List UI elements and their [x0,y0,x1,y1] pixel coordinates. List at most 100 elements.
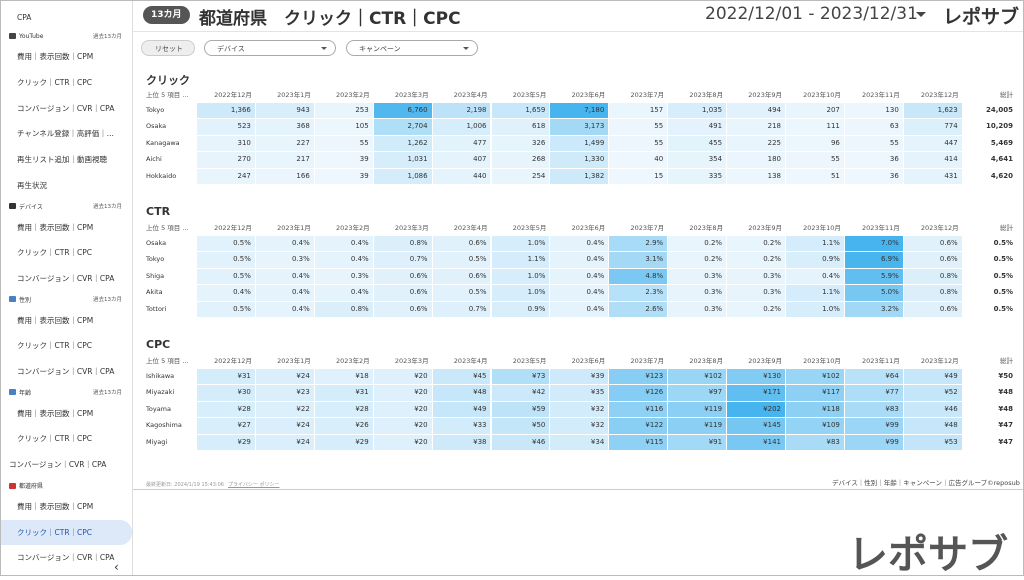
dropdown-caret[interactable] [321,47,327,50]
heat-cell: ¥27 [197,418,255,434]
column-header: 2022年12月 [214,357,252,365]
heat-cell: ¥20 [373,385,432,401]
row-total: 4,620 [990,171,1013,180]
nav-item[interactable]: コンバージョン｜CVR｜CPA [17,273,115,283]
heat-cell: 207 [786,103,844,119]
period-badge[interactable]: 13カ月 [143,6,190,24]
heat-cell: 1,499 [550,135,609,152]
heat-cell: ¥28 [314,401,373,418]
row-total: ¥50 [998,372,1013,380]
section-icon [9,296,16,303]
nav-item[interactable]: コンバージョン｜CVR｜CPA [9,460,107,470]
heat-cell: 0.4% [786,268,844,285]
filter-dropdown[interactable]: キャンペーン [346,40,478,56]
heat-cell: 225 [727,135,785,152]
collapse-button[interactable]: ‹ [114,560,119,574]
heat-cell: ¥123 [609,369,668,385]
footer-links[interactable]: デバイス｜性別｜年齢｜キャンペーン｜広告グループ©reposub [832,479,1020,487]
heat-cell: 218 [727,119,785,135]
nav-item[interactable]: CPA [17,12,32,22]
heat-cell: 0.4% [550,301,609,317]
last-updated: 最終更新日: 2024/1/19 15:43:06 [146,482,224,488]
heat-cell: ¥32 [550,401,609,418]
heat-cell: 0.6% [432,268,491,285]
column-header: 総計 [1000,224,1013,232]
heat-cell: 0.4% [314,285,373,301]
nav-item[interactable]: クリック｜CTR｜CPC [17,341,93,351]
nav-item[interactable]: コンバージョン｜CVR｜CPA [17,367,115,377]
row-total: ¥48 [998,404,1013,413]
table-title: CTR [146,205,171,218]
reset-button[interactable]: リセット [141,40,195,56]
nav-item[interactable]: クリック｜CTR｜CPC [17,434,93,444]
heat-cell: 1,031 [373,152,432,168]
nav-item[interactable]: クリック｜CTR｜CPC [17,248,93,258]
heat-cell: 1.0% [491,285,550,301]
nav-item[interactable]: コンバージョン｜CVR｜CPA [17,103,115,113]
column-header: 2023年6月 [571,91,606,99]
heat-cell: 0.4% [314,252,373,268]
heat-cell: 6.9% [844,252,903,268]
nav-item[interactable]: 費用｜表示回数｜CPM [17,315,94,325]
heat-cell: 943 [255,103,314,119]
heat-cell: ¥22 [255,401,314,418]
heat-cell: ¥35 [550,385,609,401]
column-header: 2023年7月 [630,357,665,365]
date-dropdown-caret[interactable] [916,12,926,17]
heat-cell: 2.3% [609,285,668,301]
heat-cell: 138 [727,168,785,184]
brand: レポサブ [943,6,1020,28]
heat-cell: 2.6% [609,301,668,317]
heat-cell: 523 [197,119,255,135]
heat-cell: ¥130 [727,369,785,385]
section-label: デバイス [19,203,43,211]
heat-cell: 1,623 [903,103,962,119]
row-label: Ishikawa [146,372,175,380]
date-range[interactable]: 2022/12/01 - 2023/12/31 [705,4,918,24]
heat-cell: ¥126 [609,385,668,401]
nav-item[interactable]: クリック｜CTR｜CPC [1,520,132,545]
section-note: 過去13カ月 [93,390,122,397]
column-header: 2023年9月 [748,91,782,99]
heat-cell: ¥49 [432,401,491,418]
row-total: 0.5% [993,271,1013,280]
nav-item[interactable]: 再生状況 [17,180,47,190]
heat-cell: 0.3% [668,268,727,285]
privacy-link[interactable]: プライバシー ポリシー [228,482,280,488]
nav-item[interactable]: 費用｜表示回数｜CPM [17,408,94,418]
heat-cell: 431 [903,168,962,184]
heat-cell: 0.5% [432,285,491,301]
heat-cell: 618 [491,119,550,135]
nav-item[interactable]: コンバージョン｜CVR｜CPA [17,553,115,563]
filter-dropdown[interactable]: デバイス [204,40,336,56]
column-header: 2023年11月 [861,357,900,365]
heat-cell: 0.4% [550,252,609,268]
column-header: 2023年3月 [394,224,429,232]
heat-cell: 1,659 [491,103,550,119]
heat-cell: 1,006 [432,119,491,135]
heat-cell: 1,262 [373,135,432,152]
heat-cell: 0.4% [314,236,373,252]
nav-item[interactable]: 費用｜表示回数｜CPM [17,52,94,62]
heat-cell: ¥20 [373,369,432,385]
heat-cell: 455 [668,135,727,152]
nav-item[interactable]: 再生リスト追加｜動画視聴 [17,155,107,165]
watermark: レポサブ [848,532,1008,578]
nav-item[interactable]: 費用｜表示回数｜CPM [17,222,94,232]
heat-cell: ¥102 [668,369,727,385]
row-label: Hokkaido [146,171,177,180]
nav-section: YouTube 過去13カ月 [1,28,132,44]
nav-item[interactable]: 費用｜表示回数｜CPM [17,501,94,511]
heat-cell: ¥116 [609,401,668,418]
nav-item[interactable]: クリック｜CTR｜CPC [17,78,93,88]
row-total: 0.5% [993,288,1013,297]
heat-cell: ¥18 [314,369,373,385]
heat-cell: ¥38 [432,434,491,450]
dropdown-caret[interactable] [463,47,469,50]
nav-item[interactable]: チャンネル登録｜高評価｜... [17,129,114,139]
row-label: Shiga [146,271,165,280]
column-header: 上位 5 項目 ... [146,357,189,365]
heat-cell: 0.4% [255,236,314,252]
heat-cell: 180 [727,152,785,168]
section-label: 性別 [19,296,32,304]
